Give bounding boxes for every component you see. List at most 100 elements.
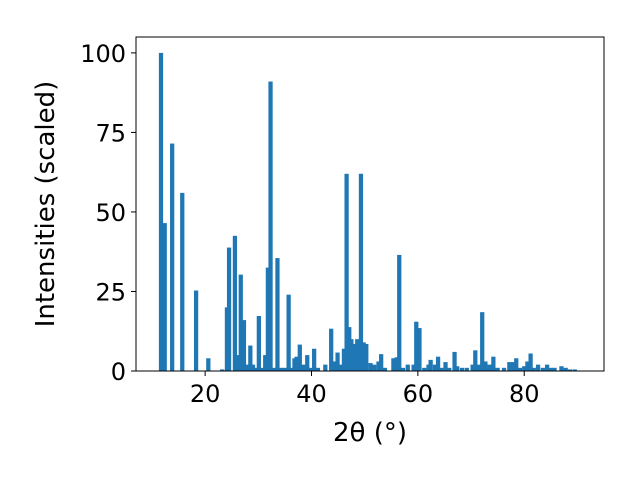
bar-82 — [495, 367, 500, 371]
y-tick-label: 100 — [80, 40, 126, 68]
y-tick-label: 25 — [95, 278, 126, 306]
x-tick-label: 60 — [403, 380, 434, 408]
bar-94 — [544, 364, 550, 371]
bar-65 — [428, 359, 433, 371]
bar-33 — [308, 367, 313, 371]
bar-68 — [439, 367, 444, 371]
bar-2 — [170, 143, 175, 371]
bar-57 — [397, 254, 402, 371]
y-axis-ticks: 0 25 50 75 100 — [80, 40, 136, 386]
bar-70 — [447, 367, 452, 371]
bar-52 — [376, 361, 381, 371]
bar-45 — [352, 343, 357, 371]
bar-89 — [525, 361, 530, 371]
y-tick-label: 50 — [95, 199, 126, 227]
bar-95 — [548, 367, 553, 371]
y-axis-label: Intensities (scaled) — [31, 81, 61, 328]
bar-28 — [292, 358, 297, 371]
bar-80 — [487, 364, 492, 371]
bar-78 — [480, 312, 485, 371]
bar-48 — [361, 342, 366, 371]
plot-frame — [135, 36, 605, 372]
bar-66 — [432, 364, 437, 371]
bar-8 — [226, 247, 232, 371]
x-axis-ticks: 20 40 60 80 — [190, 371, 540, 408]
bar-1 — [162, 223, 167, 371]
bar-27 — [289, 367, 294, 371]
bar-64 — [426, 364, 431, 371]
bar-93 — [540, 367, 545, 371]
bar-series — [158, 52, 577, 372]
bar-6 — [220, 369, 225, 371]
bar-61 — [414, 321, 419, 371]
y-tick-label: 75 — [95, 119, 126, 147]
bar-37 — [329, 328, 334, 371]
bar-63 — [422, 367, 427, 371]
bar-87 — [517, 367, 523, 371]
bar-38 — [332, 361, 338, 371]
bar-39 — [335, 352, 340, 371]
bar-40 — [338, 364, 343, 371]
bar-35 — [315, 367, 320, 371]
bar-30 — [297, 344, 302, 371]
bar-73 — [459, 367, 465, 371]
bar-72 — [455, 366, 460, 371]
bar-84 — [507, 362, 512, 371]
bar-58 — [400, 367, 406, 371]
bar-11 — [238, 274, 243, 371]
x-tick-label: 80 — [509, 380, 540, 408]
bar-0 — [158, 52, 164, 372]
bar-5 — [206, 358, 211, 371]
bar-83 — [501, 367, 507, 371]
bar-17 — [256, 315, 261, 371]
bar-60 — [411, 364, 416, 371]
bar-81 — [491, 356, 496, 371]
bar-85 — [510, 362, 516, 371]
bar-10 — [235, 355, 240, 371]
bar-44 — [349, 339, 354, 371]
bar-4 — [193, 290, 199, 371]
bar-14 — [248, 345, 253, 371]
bar-32 — [305, 355, 310, 371]
bar-3 — [180, 192, 185, 371]
bar-97 — [559, 366, 564, 371]
bar-53 — [379, 354, 384, 371]
x-tick-label: 40 — [296, 380, 327, 408]
x-axis-label: 2θ (°) — [333, 418, 407, 448]
bar-59 — [405, 364, 410, 371]
bar-36 — [323, 364, 328, 371]
bar-77 — [476, 364, 482, 371]
plot-background — [136, 37, 604, 371]
bar-9 — [232, 235, 238, 371]
bar-74 — [464, 367, 469, 371]
bar-25 — [282, 367, 287, 371]
bar-18 — [260, 367, 265, 371]
bar-96 — [552, 367, 557, 371]
bar-51 — [372, 364, 377, 371]
bar-29 — [294, 356, 299, 371]
bar-7 — [224, 307, 230, 371]
bar-76 — [473, 350, 478, 371]
bar-43 — [347, 327, 352, 371]
bar-42 — [344, 173, 349, 371]
bar-50 — [368, 363, 373, 371]
y-tick-label: 0 — [111, 358, 126, 386]
bar-90 — [528, 353, 533, 371]
bar-41 — [341, 348, 347, 371]
bar-26 — [286, 294, 291, 371]
bar-67 — [435, 356, 441, 371]
x-tick-label: 20 — [190, 380, 221, 408]
bar-54 — [382, 367, 388, 371]
bar-46 — [355, 339, 360, 371]
bar-16 — [253, 367, 258, 371]
bar-47 — [358, 173, 364, 371]
bar-15 — [250, 364, 256, 371]
bar-55 — [391, 358, 396, 371]
bar-13 — [244, 364, 249, 371]
bar-12 — [241, 320, 247, 371]
bar-75 — [470, 364, 475, 371]
bar-21 — [268, 81, 273, 371]
bar-24 — [278, 367, 283, 371]
bar-79 — [483, 361, 488, 371]
bar-20 — [265, 267, 271, 371]
